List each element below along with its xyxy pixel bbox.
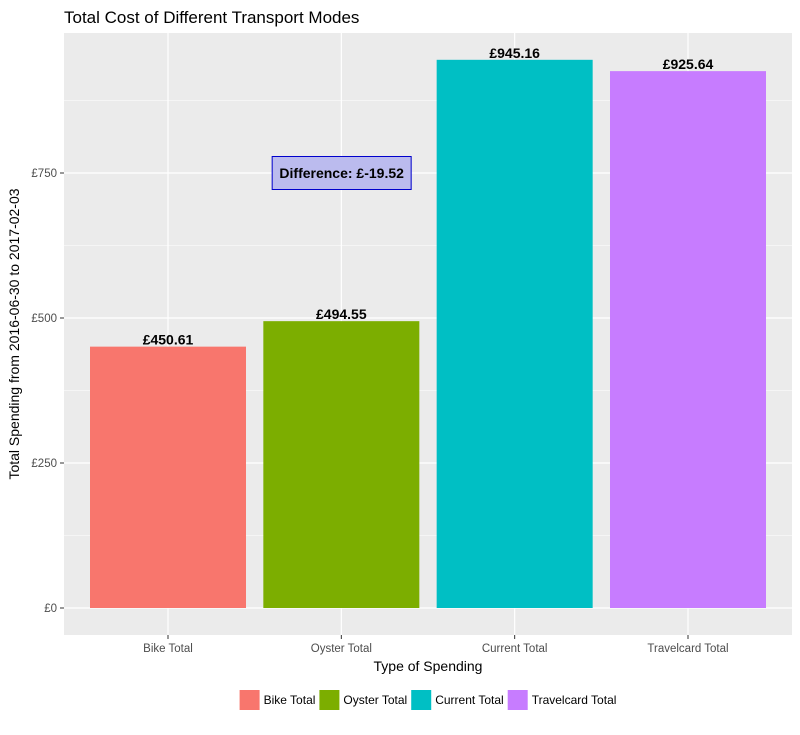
bar-travelcard-total <box>610 71 766 609</box>
bar-labels-layer: £450.61 £494.55 £945.16 £925.64 <box>143 45 714 348</box>
legend-label: Travelcard Total <box>532 693 617 707</box>
bar-bike-total <box>90 346 246 608</box>
legend-label: Bike Total <box>264 693 316 707</box>
bar-value-label: £494.55 <box>316 306 367 322</box>
legend-swatch <box>507 690 528 710</box>
x-axis-title: Type of Spending <box>374 658 483 674</box>
bar-value-label: £450.61 <box>143 332 194 348</box>
y-tick-label: £0 <box>44 603 57 615</box>
legend-swatch <box>239 690 260 710</box>
x-axis: Bike Total Oyster Total Current Total Trave… <box>143 635 729 655</box>
y-tick-label: £250 <box>31 458 57 470</box>
x-tick-label: Travelcard Total <box>647 643 728 655</box>
chart-title: Total Cost of Different Transport Modes <box>64 8 359 27</box>
y-tick-label: £500 <box>31 313 57 325</box>
bar-current-total <box>436 59 593 609</box>
annotation-layer: Difference: £-19.52 <box>271 156 412 190</box>
bar-oyster-total <box>263 321 420 608</box>
x-tick-label: Bike Total <box>143 643 193 655</box>
legend-label: Current Total <box>435 693 503 707</box>
bars-layer <box>90 59 766 609</box>
annotation-text: Difference: £-19.52 <box>279 165 404 181</box>
y-tick-label: £750 <box>31 168 57 180</box>
x-tick-label: Current Total <box>482 643 548 655</box>
bar-value-label: £925.64 <box>663 56 714 72</box>
x-tick-label: Oyster Total <box>311 643 372 655</box>
legend-swatch <box>319 690 340 710</box>
legend-label: Oyster Total <box>343 693 407 707</box>
y-axis-title: Total Spending from 2016-06-30 to 2017-0… <box>6 188 22 479</box>
bar-value-label: £945.16 <box>489 45 540 61</box>
legend: Bike Total Oyster Total Current Total Trave… <box>239 690 617 710</box>
legend-swatch <box>411 690 432 710</box>
y-axis: £0 £250 £500 £750 <box>31 168 64 615</box>
annotation-box <box>271 156 412 190</box>
